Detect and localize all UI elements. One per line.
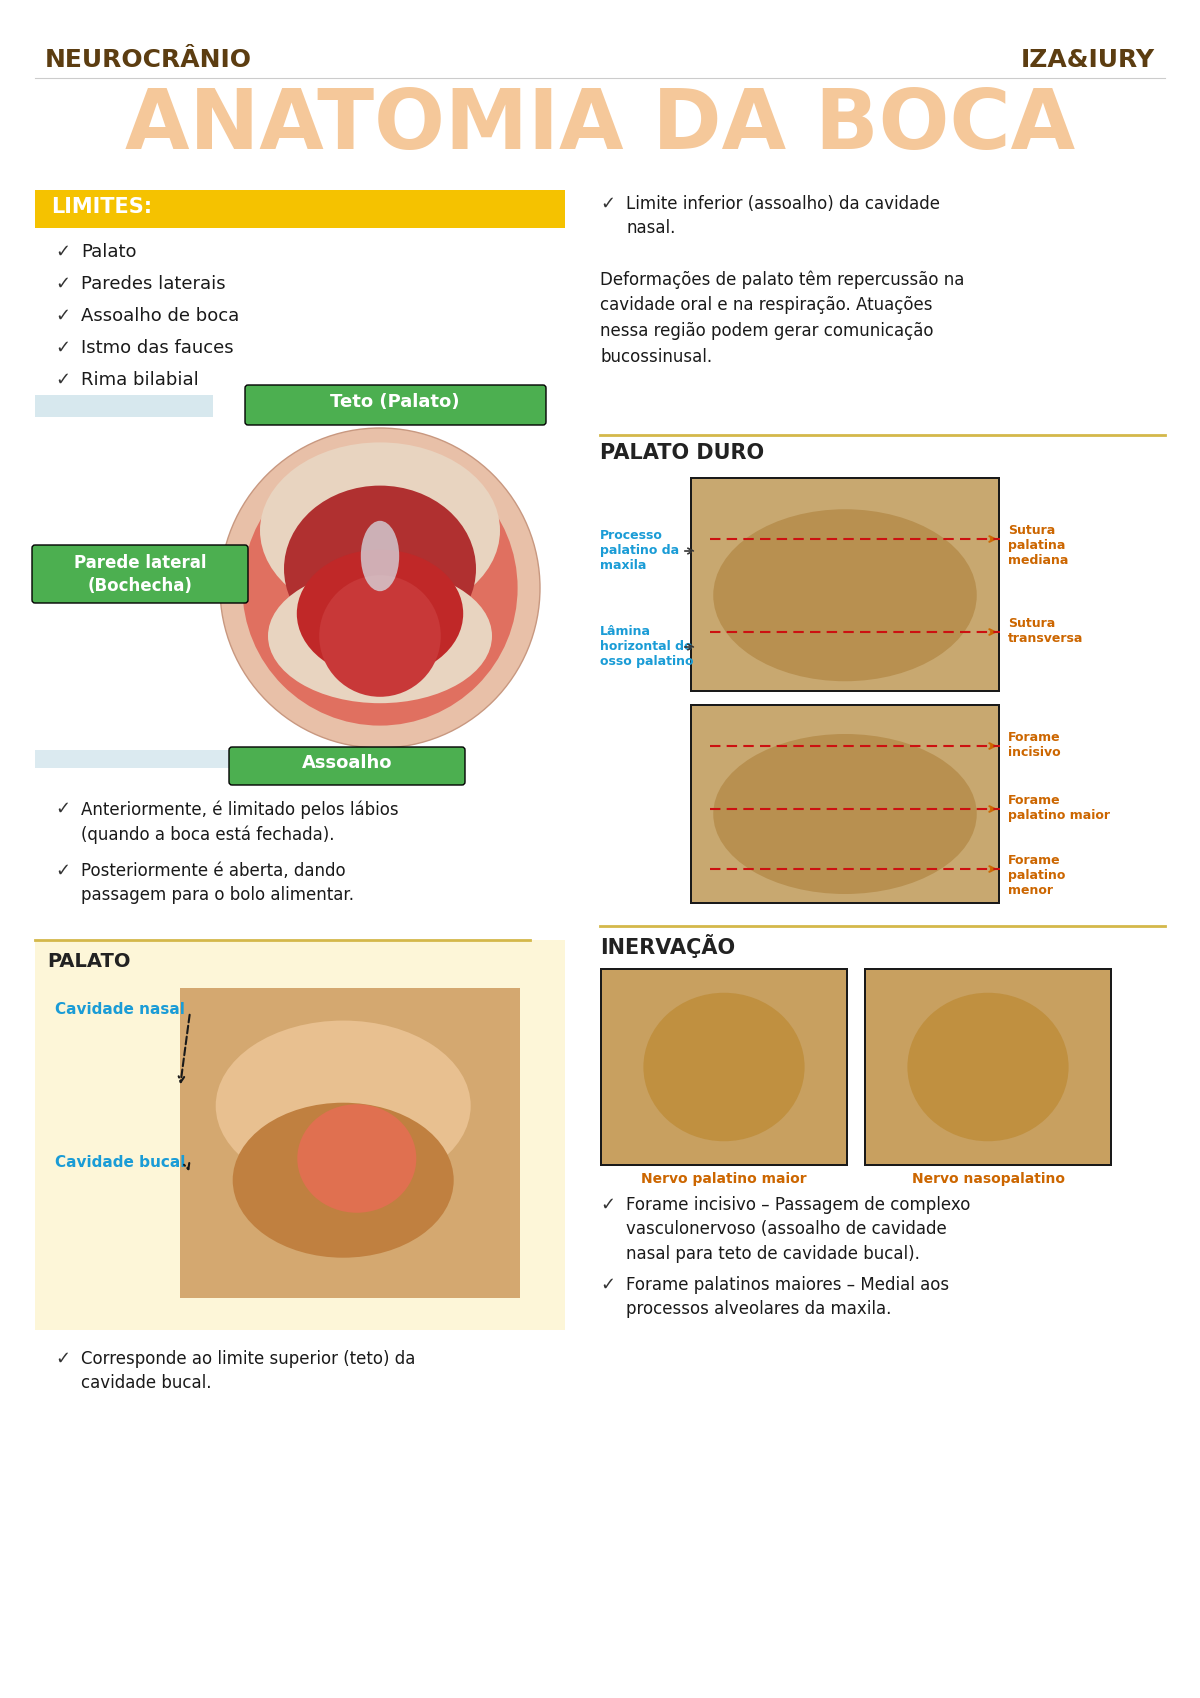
Text: Nervo nasopalatino: Nervo nasopalatino: [912, 1172, 1064, 1185]
Text: ✓: ✓: [55, 307, 70, 324]
Bar: [864, 968, 1112, 1167]
Bar: [35, 941, 565, 1330]
Text: Assoalho: Assoalho: [301, 754, 392, 773]
Bar: [602, 970, 846, 1165]
Text: Nervo palatino maior: Nervo palatino maior: [641, 1172, 806, 1185]
Ellipse shape: [220, 428, 540, 749]
Ellipse shape: [260, 443, 500, 618]
Bar: [690, 477, 1000, 693]
Text: Deformações de palato têm repercussão na
cavidade oral e na respiração. Atuações: Deformações de palato têm repercussão na…: [600, 270, 965, 365]
Bar: [690, 705, 1000, 903]
FancyBboxPatch shape: [229, 747, 466, 784]
Ellipse shape: [233, 1102, 454, 1258]
Text: NEUROCRÂNIO: NEUROCRÂNIO: [46, 48, 252, 71]
Bar: [600, 968, 848, 1167]
Bar: [692, 706, 998, 902]
Ellipse shape: [319, 576, 440, 696]
Text: ✓: ✓: [55, 863, 70, 880]
Text: ✓: ✓: [55, 800, 70, 818]
Text: ✓: ✓: [55, 1350, 70, 1369]
Ellipse shape: [713, 509, 977, 681]
Bar: [180, 988, 520, 1297]
Text: Forame
palatino
menor: Forame palatino menor: [1008, 854, 1066, 897]
Text: INERVAÇÃO: INERVAÇÃO: [600, 934, 736, 958]
Text: ✓: ✓: [55, 370, 70, 389]
Bar: [35, 190, 565, 228]
Ellipse shape: [216, 1020, 470, 1190]
Text: Rima bilabial: Rima bilabial: [82, 370, 199, 389]
Text: ✓: ✓: [600, 1195, 616, 1214]
Ellipse shape: [284, 486, 476, 652]
Text: ANATOMIA DA BOCA: ANATOMIA DA BOCA: [125, 85, 1075, 166]
Bar: [866, 970, 1110, 1165]
Text: ✓: ✓: [55, 243, 70, 261]
Text: Sutura
palatina
mediana: Sutura palatina mediana: [1008, 525, 1068, 567]
Text: Forame palatinos maiores – Medial aos
processos alveolares da maxila.: Forame palatinos maiores – Medial aos pr…: [626, 1275, 949, 1318]
Ellipse shape: [296, 550, 463, 678]
Text: ✓: ✓: [55, 275, 70, 294]
Ellipse shape: [713, 734, 977, 895]
Text: Cavidade bucal: Cavidade bucal: [55, 1155, 185, 1170]
Bar: [692, 479, 998, 689]
Text: PALATO DURO: PALATO DURO: [600, 443, 764, 464]
Text: Anteriormente, é limitado pelos lábios
(quando a boca está fechada).: Anteriormente, é limitado pelos lábios (…: [82, 800, 398, 844]
Text: LIMITES:: LIMITES:: [50, 197, 152, 217]
FancyBboxPatch shape: [245, 385, 546, 424]
Text: Corresponde ao limite superior (teto) da
cavidade bucal.: Corresponde ao limite superior (teto) da…: [82, 1350, 415, 1392]
Text: ✓: ✓: [600, 195, 616, 212]
Ellipse shape: [643, 993, 805, 1141]
Text: Forame
incisivo: Forame incisivo: [1008, 732, 1061, 759]
Ellipse shape: [298, 1104, 416, 1212]
Ellipse shape: [242, 450, 517, 725]
Text: Teto (Palato): Teto (Palato): [330, 392, 460, 411]
Text: Cavidade nasal: Cavidade nasal: [55, 1002, 185, 1017]
Text: Lâmina
horizontal do
osso palatino: Lâmina horizontal do osso palatino: [600, 625, 694, 667]
Text: Forame
palatino maior: Forame palatino maior: [1008, 795, 1110, 822]
FancyBboxPatch shape: [32, 545, 248, 603]
Ellipse shape: [907, 993, 1068, 1141]
Text: Processo
palatino da
maxila: Processo palatino da maxila: [600, 530, 679, 572]
Bar: [35, 396, 214, 418]
Text: IZA&IURY: IZA&IURY: [1021, 48, 1154, 71]
Text: Forame incisivo – Passagem de complexo
vasculonervoso (assoalho de cavidade
nasa: Forame incisivo – Passagem de complexo v…: [626, 1195, 971, 1263]
Text: Posteriormente é aberta, dando
passagem para o bolo alimentar.: Posteriormente é aberta, dando passagem …: [82, 863, 354, 905]
Text: Sutura
transversa: Sutura transversa: [1008, 616, 1084, 645]
Text: ✓: ✓: [600, 1275, 616, 1294]
Bar: [35, 751, 260, 767]
Text: ✓: ✓: [55, 340, 70, 357]
Text: Palato: Palato: [82, 243, 137, 261]
Ellipse shape: [268, 569, 492, 703]
Text: Istmo das fauces: Istmo das fauces: [82, 340, 234, 357]
Text: Parede lateral
(Bochecha): Parede lateral (Bochecha): [73, 554, 206, 594]
Ellipse shape: [361, 521, 400, 591]
Text: Paredes laterais: Paredes laterais: [82, 275, 226, 294]
Text: Limite inferior (assoalho) da cavidade
nasal.: Limite inferior (assoalho) da cavidade n…: [626, 195, 940, 238]
Text: PALATO: PALATO: [47, 953, 131, 971]
Text: Assoalho de boca: Assoalho de boca: [82, 307, 239, 324]
